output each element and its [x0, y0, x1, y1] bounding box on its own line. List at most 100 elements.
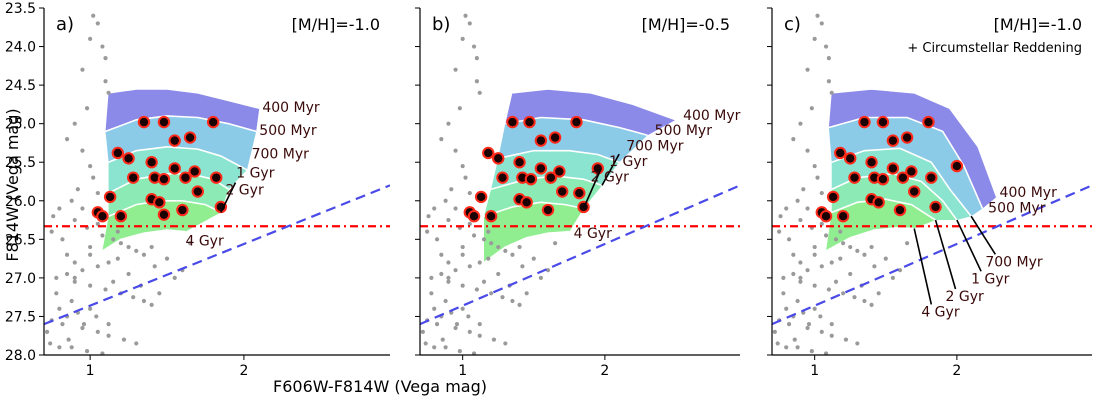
- gray-star: [467, 21, 472, 26]
- gray-star: [49, 229, 54, 234]
- gray-star: [812, 283, 817, 288]
- gray-star: [471, 351, 477, 355]
- red-star: [896, 171, 910, 184]
- gray-star: [152, 264, 157, 269]
- gray-star: [477, 260, 482, 265]
- gray-star: [823, 233, 829, 238]
- panels-layer: 1 2 23.5 24.0 24.5 25.0 25.5 26.0 26.5 27.0 27.5 28…: [5, 1, 1092, 379]
- gray-star: [88, 252, 93, 257]
- gray-star: [446, 217, 451, 223]
- gray-star: [510, 252, 515, 257]
- gray-star: [784, 306, 789, 311]
- gray-star: [517, 302, 522, 307]
- gray-star: [460, 283, 465, 288]
- gray-star: [439, 252, 444, 257]
- gray-star: [500, 295, 505, 300]
- red-star: [513, 156, 526, 169]
- red-star: [523, 115, 536, 129]
- red-star: [183, 131, 197, 144]
- gray-star: [141, 252, 147, 257]
- gray-star: [106, 260, 111, 265]
- gray-star: [826, 56, 831, 61]
- isochrone-age-label: 4 Gyr: [574, 226, 612, 242]
- red-star: [506, 115, 519, 129]
- red-star: [137, 115, 151, 129]
- red-star: [467, 210, 481, 223]
- red-star: [826, 190, 840, 204]
- red-star: [96, 210, 109, 223]
- red-star: [103, 190, 117, 204]
- gray-star: [187, 241, 193, 246]
- red-star: [905, 165, 918, 178]
- gray-star: [95, 329, 100, 334]
- red-star: [534, 162, 548, 175]
- gray-star: [809, 349, 814, 354]
- red-star: [210, 171, 223, 184]
- isochrone-age-label: 1 Gyr: [971, 271, 1009, 287]
- gray-star: [88, 283, 93, 288]
- gray-star: [429, 291, 434, 296]
- gray-star: [80, 148, 85, 153]
- gray-star: [106, 90, 111, 95]
- gray-star: [855, 341, 860, 346]
- gray-star: [795, 345, 800, 350]
- x-tick-label: 2: [952, 363, 961, 379]
- red-star: [929, 200, 942, 214]
- gray-star: [805, 67, 810, 72]
- isochrone-age-label: 700 Myr: [626, 139, 684, 155]
- gray-star: [872, 264, 877, 269]
- red-star: [145, 156, 158, 169]
- isochrone-age-label: 4 Gyr: [185, 234, 223, 250]
- age-leader-line: [970, 215, 997, 255]
- red-star: [925, 171, 938, 184]
- gray-star: [792, 337, 797, 342]
- plot-area: [772, 13, 1092, 355]
- gray-star: [100, 351, 105, 355]
- y-axis-label: F814W (Vega mag): [3, 108, 22, 261]
- gray-star: [890, 275, 895, 280]
- gray-star: [818, 314, 823, 319]
- gray-star: [841, 291, 846, 296]
- red-star: [157, 115, 171, 129]
- isochrone-line: [105, 115, 257, 133]
- gray-star: [446, 279, 451, 284]
- gray-star: [463, 175, 468, 180]
- gray-star: [819, 21, 824, 26]
- gray-star: [121, 337, 127, 342]
- gray-star: [75, 187, 80, 192]
- gray-star: [819, 264, 824, 269]
- gray-star: [520, 264, 525, 269]
- red-star: [492, 152, 505, 165]
- gray-star: [897, 268, 903, 273]
- gray-star: [72, 260, 77, 265]
- y-tick-label: 26.5: [5, 232, 36, 248]
- gray-star: [95, 221, 100, 227]
- red-star: [886, 162, 900, 175]
- red-star: [848, 171, 861, 184]
- gray-star: [51, 214, 56, 219]
- isochrone-line: [498, 149, 620, 163]
- y-tick-label: 27.5: [5, 309, 36, 325]
- y-tick-label: 23.5: [5, 1, 36, 17]
- gray-star: [48, 341, 53, 346]
- gray-star: [798, 279, 803, 284]
- gray-star: [429, 275, 434, 280]
- gray-star: [778, 214, 783, 219]
- red-star: [474, 190, 488, 204]
- gray-star: [798, 121, 803, 126]
- gray-star: [149, 244, 154, 250]
- metallicity-label: [M/H]=-1.0: [994, 15, 1082, 34]
- gray-star: [64, 136, 70, 142]
- gray-star: [876, 291, 881, 296]
- gray-star: [115, 229, 120, 234]
- gray-star: [72, 217, 77, 223]
- gray-star: [538, 275, 543, 280]
- metallicity-label: [M/H]=-0.5: [642, 15, 730, 34]
- gray-star: [54, 291, 59, 296]
- gray-star: [81, 322, 87, 327]
- gray-star: [111, 279, 116, 284]
- gray-star: [786, 237, 792, 242]
- gray-star: [432, 206, 437, 211]
- gray-star: [64, 271, 70, 277]
